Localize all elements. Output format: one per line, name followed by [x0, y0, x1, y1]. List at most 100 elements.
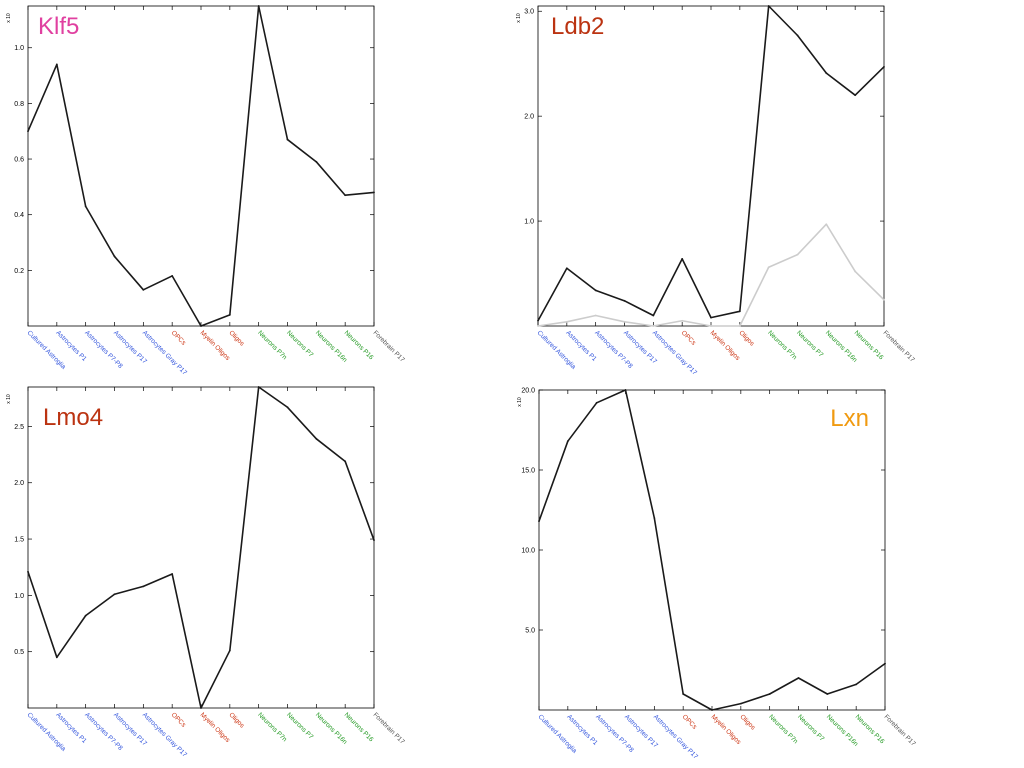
data-point [538, 520, 540, 523]
plot-frame [538, 389, 886, 711]
x-tick-label: OPCs [170, 711, 188, 729]
y-tick-label: 1.0 [524, 219, 534, 226]
data-point [537, 319, 539, 322]
x-tick-label: Myelin Oligos [709, 329, 742, 362]
y-tick-label: 0.8 [14, 101, 24, 108]
data-point [315, 160, 318, 163]
y-tick-label: 1.0 [14, 45, 24, 52]
data-point [826, 693, 829, 695]
data-point [768, 693, 771, 695]
data-point [113, 593, 116, 596]
x-tick-label: Oligos [227, 329, 246, 348]
x-tick-label: OPCs [681, 713, 699, 731]
data-point [623, 299, 626, 302]
data-point [594, 314, 597, 317]
y-tick-label: 15.0 [521, 468, 535, 475]
x-tick-label: Neurons P7n [767, 713, 799, 745]
y-tick-label: 0.6 [14, 157, 24, 164]
data-point [200, 707, 202, 709]
data-point [257, 5, 260, 7]
data-point [710, 316, 712, 319]
data-point [565, 267, 568, 270]
data-point [796, 34, 799, 37]
y-scale-label: x 10 [517, 397, 523, 407]
data-point [228, 649, 231, 652]
y-tick-label: 2.5 [14, 424, 24, 431]
data-point [55, 656, 58, 659]
data-point [84, 205, 87, 208]
x-tick-label: Neurons P7 [285, 711, 314, 740]
x-tick-label: Neurons P7 [795, 329, 824, 358]
x-tick-label: Neurons P7n [766, 329, 798, 361]
data-point [27, 130, 29, 133]
data-point [855, 683, 858, 686]
data-point [854, 270, 857, 273]
data-point [84, 614, 87, 617]
y-tick-label: 5.0 [525, 628, 535, 635]
data-point [113, 255, 116, 258]
series-line-1 [27, 5, 375, 327]
data-point [344, 194, 347, 197]
data-point [738, 310, 741, 313]
x-tick-label: Neurons P7 [796, 713, 825, 742]
data-point [797, 677, 800, 679]
x-tick-label: Forebrain P17 [883, 713, 917, 747]
data-point [594, 289, 597, 292]
chart-title: Lmo4 [43, 404, 103, 431]
y-tick-label: 20.0 [521, 388, 535, 395]
data-point [653, 517, 656, 519]
data-point [624, 389, 627, 391]
data-point [257, 386, 260, 388]
x-tick-label: Myelin Oligos [199, 329, 232, 362]
series-line-1 [27, 386, 375, 709]
data-point [171, 573, 174, 575]
plot-frame [27, 5, 375, 327]
data-point [738, 325, 741, 327]
data-point [55, 63, 58, 66]
x-tick-label: Oligos [227, 711, 246, 730]
data-point [373, 191, 375, 194]
data-point [854, 94, 857, 97]
data-point [739, 702, 742, 705]
x-tick-label: Oligos [737, 329, 756, 348]
chart-title: Klf5 [38, 13, 79, 40]
data-point [884, 662, 886, 665]
x-tick-label: Neurons P7n [256, 329, 288, 361]
plot-frame [27, 386, 375, 709]
x-tick-label: Neurons P7 [285, 329, 314, 358]
series-line-2 [537, 223, 885, 327]
x-tick-label: Oligos [738, 713, 757, 732]
data-point [825, 72, 828, 75]
x-tick-label: Forebrain P17 [372, 711, 406, 745]
data-point [825, 223, 828, 226]
x-tick-label: Neurons P16 [343, 711, 375, 743]
y-tick-label: 0.4 [14, 212, 24, 219]
data-point [796, 253, 799, 256]
chart-title: Ldb2 [551, 13, 604, 40]
data-point [711, 709, 713, 711]
x-tick-label: Forebrain P17 [372, 329, 406, 363]
x-tick-label: Neurons P7n [256, 711, 288, 743]
data-point [883, 298, 885, 301]
y-tick-label: 0.5 [14, 649, 24, 656]
x-tick-label: Myelin Oligos [199, 711, 232, 744]
data-point [652, 325, 655, 327]
x-tick-label: Forebrain P17 [882, 329, 916, 363]
y-tick-label: 1.5 [14, 537, 24, 544]
x-tick-label: Neurons P16 [854, 713, 886, 745]
x-tick-label: OPCs [680, 329, 698, 347]
data-point [623, 320, 626, 323]
series-line-1 [538, 389, 886, 711]
x-tick-label: Neurons P16 [343, 329, 375, 361]
data-point [373, 539, 375, 542]
data-point [710, 325, 712, 327]
data-point [286, 138, 289, 141]
x-tick-label: OPCs [170, 329, 188, 347]
y-tick-label: 10.0 [521, 548, 535, 555]
data-point [142, 585, 145, 588]
series-line-1 [537, 5, 885, 322]
